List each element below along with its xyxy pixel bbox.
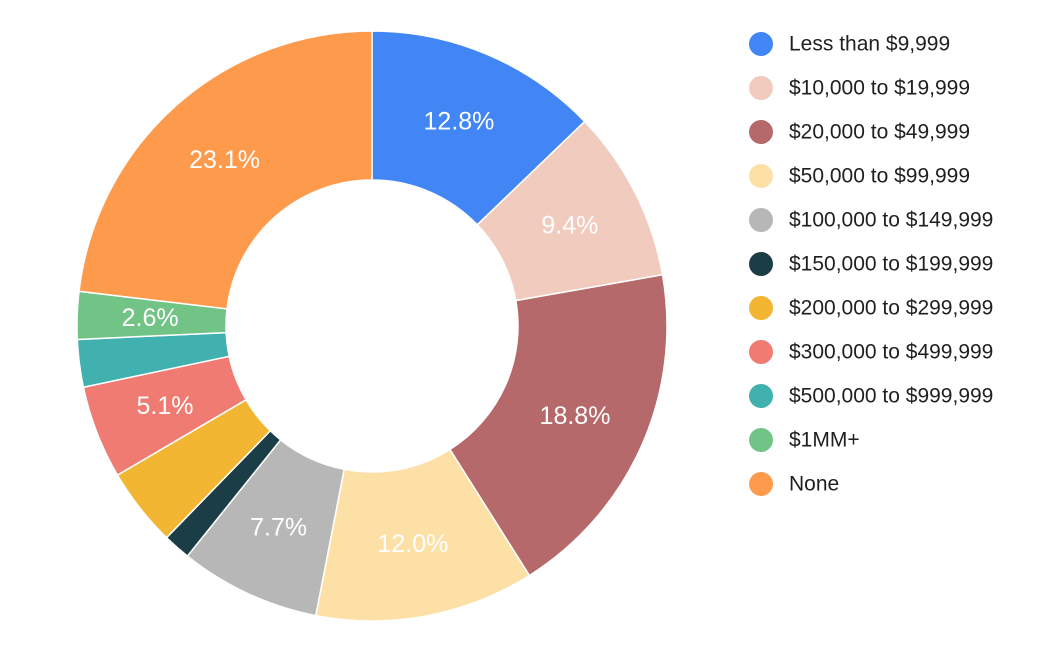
legend-label-11[interactable]: None — [789, 473, 839, 496]
legend-swatch-3 — [749, 120, 773, 144]
legend-swatch-7 — [749, 296, 773, 320]
legend-swatch-1 — [749, 32, 773, 56]
slice-label-4: 12.0% — [378, 530, 449, 558]
slice-label-8: 5.1% — [136, 392, 193, 420]
legend-label-3[interactable]: $20,000 to $49,999 — [789, 121, 970, 144]
donut-slices — [76, 30, 668, 622]
legend-swatch-8 — [749, 340, 773, 364]
slice-label-2: 9.4% — [541, 211, 598, 239]
slice-1[interactable] — [371, 30, 586, 226]
legend-label-9[interactable]: $500,000 to $999,999 — [789, 385, 993, 408]
legend-label-8[interactable]: $300,000 to $499,999 — [789, 341, 993, 364]
legend-label-7[interactable]: $200,000 to $299,999 — [789, 297, 993, 320]
slice-11[interactable] — [78, 30, 373, 310]
slice-label-1: 12.8% — [424, 108, 495, 136]
slice-label-10: 2.6% — [122, 304, 179, 332]
slice-3[interactable] — [448, 273, 668, 577]
legend-swatch-9 — [749, 384, 773, 408]
legend: Less than $9,999 $10,000 to $19,999 $20,00… — [749, 32, 993, 496]
legend-swatch-6 — [749, 252, 773, 276]
slice-4[interactable] — [314, 448, 531, 622]
slice-labels: 12.8% 9.4% 18.8% 12.0% 7.7% 5.1% 2.6% 23.1% — [122, 108, 611, 558]
slice-label-11: 23.1% — [189, 146, 260, 174]
legend-swatch-10 — [749, 428, 773, 452]
legend-label-1[interactable]: Less than $9,999 — [789, 33, 950, 56]
legend-swatch-11 — [749, 472, 773, 496]
legend-label-2[interactable]: $10,000 to $19,999 — [789, 77, 970, 100]
legend-label-6[interactable]: $150,000 to $199,999 — [789, 253, 993, 276]
legend-label-10[interactable]: $1MM+ — [789, 429, 860, 452]
legend-label-4[interactable]: $50,000 to $99,999 — [789, 165, 970, 188]
legend-swatch-4 — [749, 164, 773, 188]
slice-label-5: 7.7% — [250, 513, 307, 541]
legend-label-5[interactable]: $100,000 to $149,999 — [789, 209, 993, 232]
slice-label-3: 18.8% — [540, 402, 611, 430]
legend-swatch-2 — [749, 76, 773, 100]
legend-swatch-5 — [749, 208, 773, 232]
